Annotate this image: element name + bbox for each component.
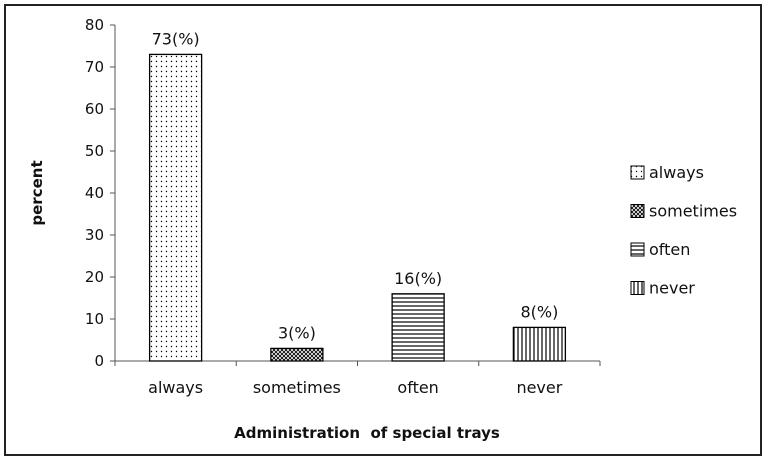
bars — [148, 53, 567, 362]
bar-sometimes — [270, 347, 324, 362]
y-tick-label: 20 — [85, 268, 104, 286]
y-tick-label: 50 — [85, 142, 104, 160]
x-tick-label: never — [516, 378, 562, 397]
data-label-often: 16(%) — [394, 269, 442, 288]
legend: always sometimes often never — [630, 163, 737, 298]
legend-swatch-often — [630, 242, 645, 257]
legend-swatch-always — [630, 165, 645, 180]
y-tick-label: 30 — [85, 226, 104, 244]
y-tick-label: 80 — [85, 16, 104, 34]
y-tick-label: 60 — [85, 100, 104, 118]
x-axis: always sometimes often never — [114, 360, 601, 397]
legend-label-often: often — [649, 240, 690, 259]
y-axis: 0 10 20 30 40 50 60 70 80 — [85, 16, 116, 370]
chart-frame — [4, 4, 762, 456]
x-tick-label: always — [148, 378, 203, 397]
y-tick-label: 40 — [85, 184, 104, 202]
data-label-sometimes: 3(%) — [278, 323, 316, 342]
legend-label-sometimes: sometimes — [649, 202, 737, 221]
y-tick-label: 0 — [94, 352, 104, 370]
bar-often — [391, 293, 445, 362]
legend-swatch-sometimes — [630, 204, 645, 218]
data-label-never: 8(%) — [520, 302, 558, 321]
legend-swatch-never — [630, 281, 645, 295]
bar-never — [512, 326, 567, 362]
x-axis-title: Administration of special trays — [234, 424, 500, 442]
data-labels: 73(%) 3(%) 16(%) 8(%) — [152, 29, 559, 342]
legend-label-always: always — [649, 163, 704, 182]
x-tick-label: sometimes — [253, 378, 341, 397]
legend-label-never: never — [649, 279, 695, 298]
y-tick-label: 10 — [85, 310, 104, 328]
bar-always — [148, 53, 203, 362]
x-tick-label: often — [397, 378, 438, 397]
y-tick-label: 70 — [85, 58, 104, 76]
y-axis-title: percent — [28, 160, 46, 225]
data-label-always: 73(%) — [152, 29, 200, 48]
